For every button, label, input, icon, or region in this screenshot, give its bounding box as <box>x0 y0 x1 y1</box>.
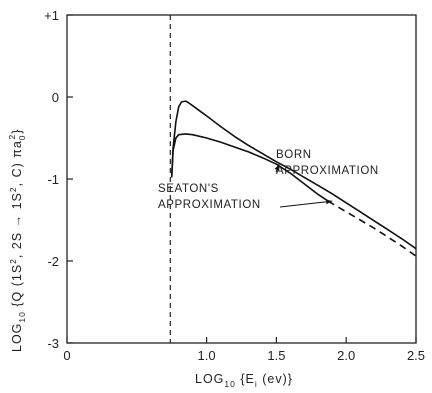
arrowhead <box>325 199 333 205</box>
x-axis-label: LOG10 {Ei (ev)} <box>195 372 293 389</box>
annotations-group: BORN APPROXIMATION SEATON'S APPROXIMATION <box>158 149 379 211</box>
arrowhead <box>274 164 280 171</box>
y-tick-label: +1 <box>44 8 59 23</box>
annotation-arrow <box>279 200 333 208</box>
series-line-1 <box>170 133 329 202</box>
axis-tick-labels: 0 1.0 1.5 2.0 2.5 +1 0 -1 -2 -3 <box>44 8 425 363</box>
annotation-text: APPROXIMATION <box>158 199 261 211</box>
svg-text:LOG10 {Ei (ev)}: LOG10 {Ei (ev)} <box>195 372 293 389</box>
annotation-text: SEATON'S <box>158 183 219 195</box>
series-line-0 <box>170 100 417 250</box>
annotation-0: BORN APPROXIMATION <box>274 149 379 177</box>
x-tick-label: 1.5 <box>267 348 285 363</box>
annotation-1: SEATON'S APPROXIMATION <box>158 183 333 211</box>
y-tick-label: -2 <box>47 254 59 269</box>
y-tick-label: -3 <box>47 336 59 351</box>
series-line-2 <box>327 200 417 257</box>
x-tick-label: 0 <box>63 348 70 363</box>
annotation-text: APPROXIMATION <box>276 165 379 177</box>
y-tick-label: -1 <box>47 172 59 187</box>
x-tick-label: 2.5 <box>407 348 425 363</box>
y-tick-label: 0 <box>52 90 59 105</box>
series-group <box>170 100 417 257</box>
x-tick-label: 1.0 <box>198 348 216 363</box>
svg-text:LOG10 {Q (1S2, 2S → 1S2, C) πa: LOG10 {Q (1S2, 2S → 1S2, C) πa02} <box>7 129 27 352</box>
x-tick-label: 2.0 <box>337 348 355 363</box>
annotation-text: BORN <box>276 149 312 161</box>
y-axis-label: LOG10 {Q (1S2, 2S → 1S2, C) πa02} <box>7 129 27 352</box>
axis-ticks <box>66 14 417 344</box>
plot-frame <box>66 14 417 344</box>
